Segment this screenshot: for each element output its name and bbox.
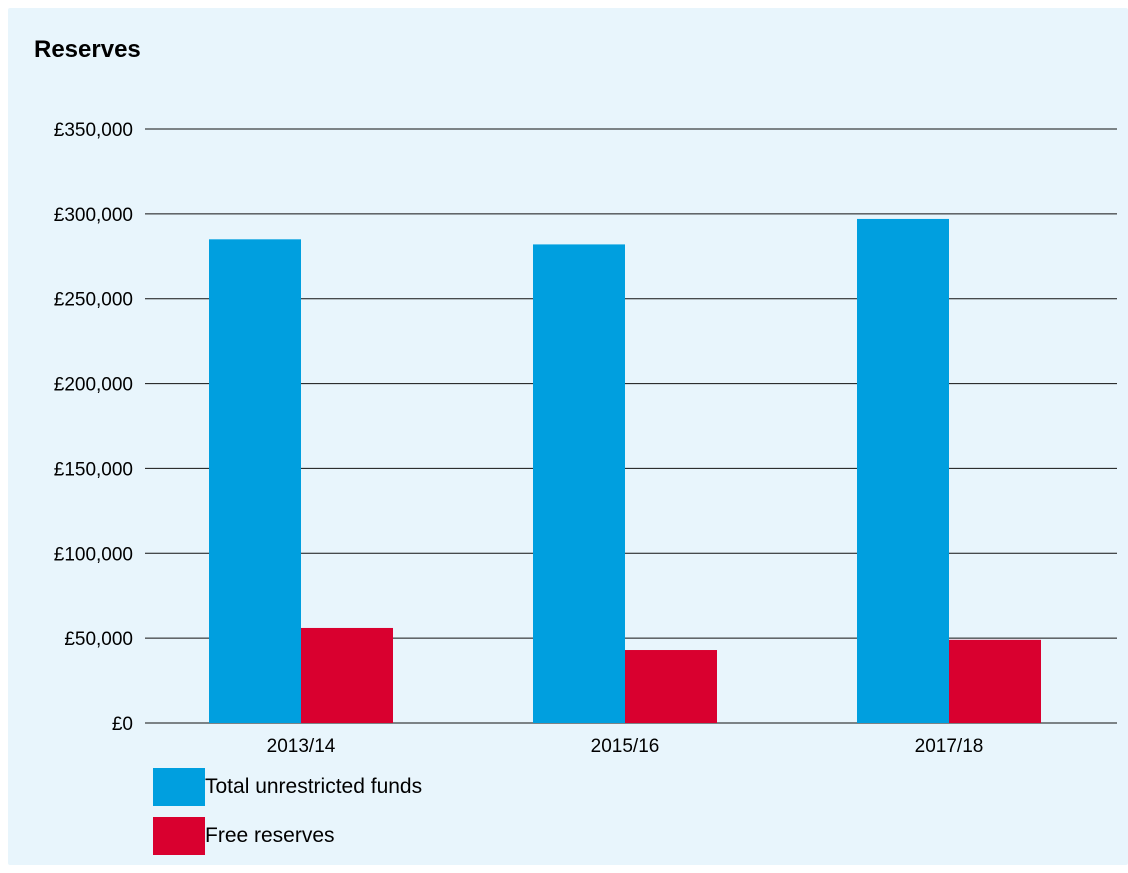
y-tick-label: £200,000 [54,375,133,396]
legend-swatch-total-unrestricted-funds [153,768,205,806]
legend-label-free-reserves: Free reserves [205,824,335,847]
legend-item-free-reserves: Free reserves [153,817,335,855]
y-tick-label: £150,000 [54,459,133,480]
bar-free-reserves-2017-18 [949,639,1041,723]
x-tick-label: 2015/16 [591,736,660,757]
y-tick-label: £300,000 [54,205,133,226]
legend-item-total-unrestricted-funds: Total unrestricted funds [153,768,422,806]
bar-total-unrestricted-funds-2017-18 [857,218,949,723]
chart-title: Reserves [34,36,141,63]
legend-label-total-unrestricted-funds: Total unrestricted funds [205,775,423,798]
y-tick-label: £250,000 [54,290,133,311]
legend-swatch-free-reserves [153,817,205,855]
x-tick-label: 2013/14 [267,736,336,757]
y-tick-label: £100,000 [54,544,133,565]
bar-total-unrestricted-funds-2015-16 [533,244,625,724]
bar-free-reserves-2015-16 [625,650,717,723]
y-tick-label: £0 [112,714,133,735]
bar-total-unrestricted-funds-2013-14 [209,239,301,724]
y-tick-label: £50,000 [64,629,133,650]
bar-free-reserves-2013-14 [301,627,393,723]
y-tick-label: £350,000 [54,120,133,141]
x-tick-label: 2017/18 [915,736,984,757]
